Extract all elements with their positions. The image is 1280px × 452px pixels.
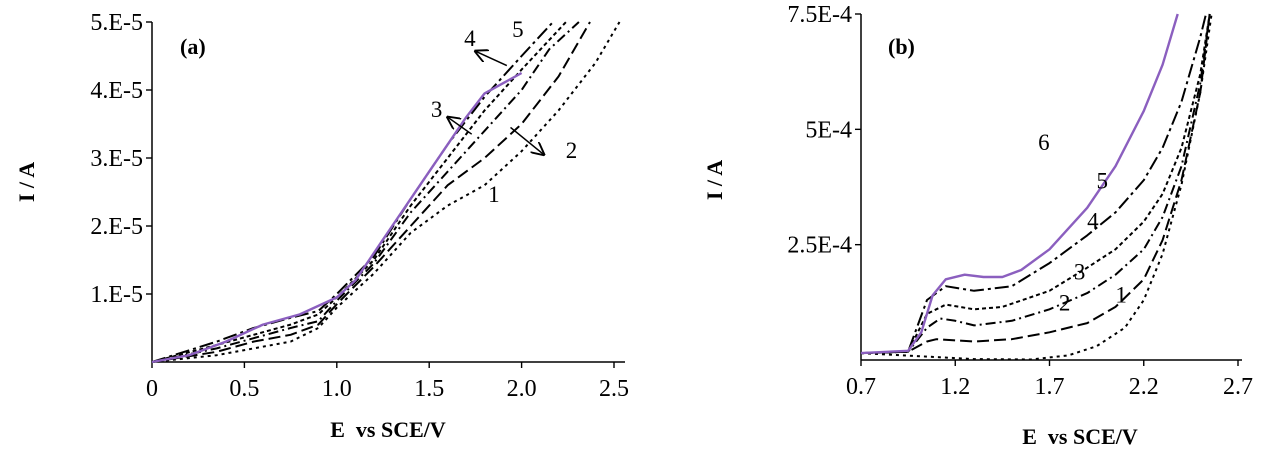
x-tick-label: 2.5 (599, 376, 629, 402)
series-line-3 (151, 21, 580, 363)
panel-b-curve-labels: 1 234 5 6 (1038, 130, 1127, 316)
curve-label: 5 (1097, 168, 1109, 193)
panel-b-label: (b) (888, 34, 915, 59)
series-line-6 (860, 13, 1179, 355)
panel-a-series (151, 21, 621, 364)
x-tick-label: 2.2 (1129, 374, 1159, 400)
panel-a-y-ticks: 1.E-5 2.E-5 3.E-5 4.E-5 5.E-5 (90, 10, 152, 308)
x-tick-label: 0.7 (846, 374, 876, 400)
y-tick-label: 7.5E-4 (787, 2, 852, 28)
x-tick-label: 0.5 (229, 376, 259, 402)
curve-label: 1 (488, 182, 500, 207)
x-tick-label: 0 (146, 376, 158, 402)
series-line-4 (151, 21, 567, 363)
panel-a-y-axis-title: I / A (14, 162, 39, 202)
series-line-purple-5 (151, 71, 523, 364)
curve-label: 2 (566, 138, 578, 163)
series-line-1 (151, 21, 621, 363)
panel-b-series (860, 13, 1213, 361)
x-tick-label: 1.2 (940, 374, 970, 400)
y-tick-label: 5.E-5 (90, 10, 143, 36)
curve-label: 3 (1074, 259, 1086, 284)
curve-label: 5 (512, 17, 524, 42)
y-tick-label: 3.E-5 (90, 146, 143, 172)
trend-arrow (475, 51, 508, 67)
panel-b-x-axis-title: E vs SCE/V (1022, 424, 1138, 449)
panel-a-x-axis-title: E vs SCE/V (330, 417, 446, 442)
curve-label: 4 (1087, 209, 1099, 234)
curve-label: 4 (464, 26, 476, 51)
trend-arrow (448, 117, 473, 135)
curve-label: 2 (1059, 291, 1071, 316)
panel-b-chart: 0.7 1.2 1.7 2.2 2.7 2.5E-45E-47.5E-4 123456 … (702, 2, 1253, 449)
series-line-2 (860, 13, 1211, 355)
curve-label: 3 (431, 97, 443, 122)
y-tick-label: 2.E-5 (90, 214, 143, 240)
series-line-5 (860, 13, 1207, 355)
series-line-2 (151, 21, 591, 363)
series-line-1 (860, 13, 1213, 361)
panel-a-x-ticks: 0 0.5 1.0 1.5 2.0 2.5 (146, 362, 629, 402)
y-tick-label: 5E-4 (805, 117, 852, 143)
y-tick-label: 2.5E-4 (787, 233, 852, 259)
x-tick-label: 1.7 (1035, 374, 1065, 400)
x-tick-label: 2.7 (1223, 374, 1253, 400)
panel-a-arrows (448, 51, 544, 154)
panel-b-y-ticks: 2.5E-4 5E-4 7.5E-4 (787, 2, 861, 259)
panel-b-x-ticks: 0.7 1.2 1.7 2.2 2.7 (846, 360, 1253, 400)
curve-label: 1 (1115, 282, 1127, 307)
trend-arrow (510, 126, 544, 154)
x-tick-label: 2.0 (507, 376, 537, 402)
x-tick-label: 1.5 (414, 376, 444, 402)
series-line-3 (860, 13, 1211, 355)
panel-a-label: (a) (180, 34, 206, 59)
y-tick-label: 1.E-5 (90, 282, 143, 308)
x-tick-label: 1.0 (322, 376, 352, 402)
series-line-4 (860, 13, 1211, 355)
panel-b-y-axis-title: I / A (702, 160, 727, 200)
panel-a-chart: 0 0.5 1.0 1.5 2.0 2.5 1.E-5 2.E-5 3.E-5 4.E-5 5.E… (14, 10, 629, 442)
panel-a-curve-labels: 1 2 3 4 5 (431, 17, 577, 207)
y-tick-label: 4.E-5 (90, 78, 143, 104)
curve-label: 6 (1038, 130, 1050, 155)
